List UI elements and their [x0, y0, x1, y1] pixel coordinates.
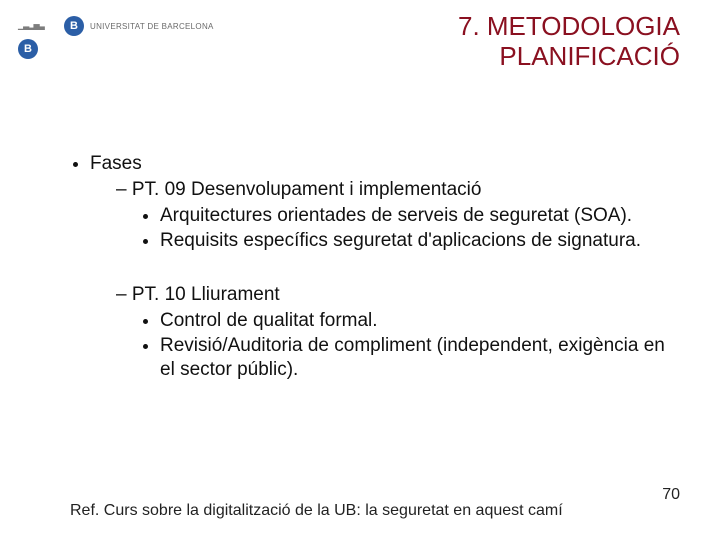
list-item: Control de qualitat formal.: [160, 309, 680, 333]
page-number: 70: [662, 486, 680, 504]
slide-body: Fases PT. 09 Desenvolupament i implement…: [0, 72, 720, 383]
skyline-icon: ▁▃▂▅▃: [18, 21, 58, 31]
list-item: Fases PT. 09 Desenvolupament i implement…: [90, 152, 680, 383]
bullet-list-level0: Fases PT. 09 Desenvolupament i implement…: [70, 152, 680, 383]
ub-badge-icon: B: [18, 39, 38, 59]
title-line-1: 7. METODOLOGIA: [458, 12, 680, 42]
bullet-list-level1: PT. 10 Lliurament Control de qualitat fo…: [90, 283, 680, 382]
ub-badge-icon: B: [64, 16, 84, 36]
list-item: Requisits específics seguretat d'aplicac…: [160, 229, 680, 253]
bullet-list-level2: Arquitectures orientades de serveis de s…: [116, 204, 680, 253]
bullet-list-level2: Control de qualitat formal. Revisió/Audi…: [116, 309, 680, 382]
university-name: UNIVERSITAT DE BARCELONA: [90, 22, 214, 31]
l0-label: Fases: [90, 153, 142, 174]
footer-reference: Ref. Curs sobre la digitalització de la …: [70, 502, 563, 520]
section1-heading: PT. 09 Desenvolupament i implementació: [132, 179, 482, 200]
title-line-2: PLANIFICACIÓ: [458, 42, 680, 72]
logo-row-2: B: [18, 39, 38, 59]
list-item: PT. 09 Desenvolupament i implementació A…: [116, 178, 680, 253]
section2-heading: PT. 10 Lliurament: [132, 284, 280, 305]
slide-title: 7. METODOLOGIA PLANIFICACIÓ: [458, 12, 700, 72]
list-item: PT. 10 Lliurament Control de qualitat fo…: [116, 283, 680, 382]
spacer: [90, 253, 680, 281]
slide-header: ▁▃▂▅▃ B UNIVERSITAT DE BARCELONA B 7. ME…: [0, 0, 720, 72]
list-item: Arquitectures orientades de serveis de s…: [160, 204, 680, 228]
slide-footer: Ref. Curs sobre la digitalització de la …: [70, 486, 680, 520]
university-logo: ▁▃▂▅▃ B UNIVERSITAT DE BARCELONA B: [18, 16, 214, 59]
list-item: Revisió/Auditoria de compliment (indepen…: [160, 334, 680, 383]
logo-row-1: ▁▃▂▅▃ B UNIVERSITAT DE BARCELONA: [18, 16, 214, 36]
bullet-list-level1: PT. 09 Desenvolupament i implementació A…: [90, 178, 680, 253]
